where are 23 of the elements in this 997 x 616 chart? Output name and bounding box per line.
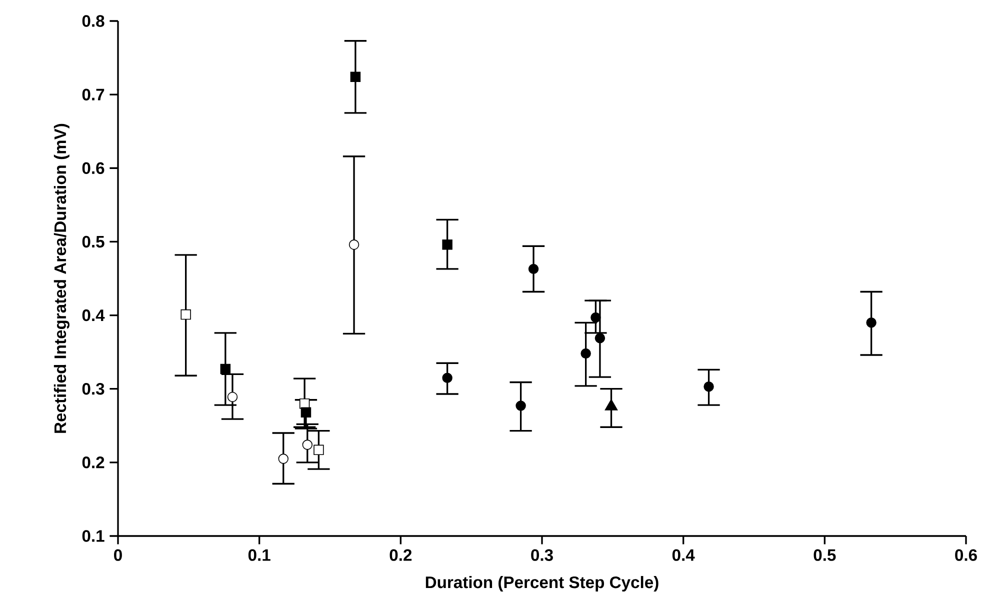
point	[350, 72, 361, 82]
y-tick-label: 0.1	[82, 530, 104, 542]
y-tick-label: 0.3	[82, 382, 104, 395]
point	[594, 332, 606, 344]
y-tick-label: 0.5	[82, 236, 104, 248]
x-tick-label: 0.2	[390, 549, 412, 561]
point	[300, 407, 312, 418]
point	[220, 364, 231, 374]
y-tick-label: 0.4	[82, 309, 105, 322]
x-axis-title: Duration (Percent Step Cycle)	[426, 576, 658, 592]
y-tick-label: 0.2	[82, 456, 104, 468]
x-tick-label: 0.5	[814, 549, 836, 561]
y-tick-label: 0.6	[82, 162, 104, 174]
y-axis-title: Rectified Integrated Area/Duration (mV)	[54, 124, 70, 433]
x-tick-label: 0	[114, 549, 122, 561]
x-tick-label: 0.6	[955, 549, 977, 561]
x-tick-label: 0.3	[531, 549, 553, 561]
point	[580, 348, 591, 359]
point	[528, 264, 539, 274]
y-tick-label: 0.8	[82, 15, 104, 27]
y-tick-label: 0.7	[82, 88, 104, 100]
x-tick-label: 0.4	[672, 549, 695, 561]
x-tick-label: 0.1	[248, 549, 270, 561]
